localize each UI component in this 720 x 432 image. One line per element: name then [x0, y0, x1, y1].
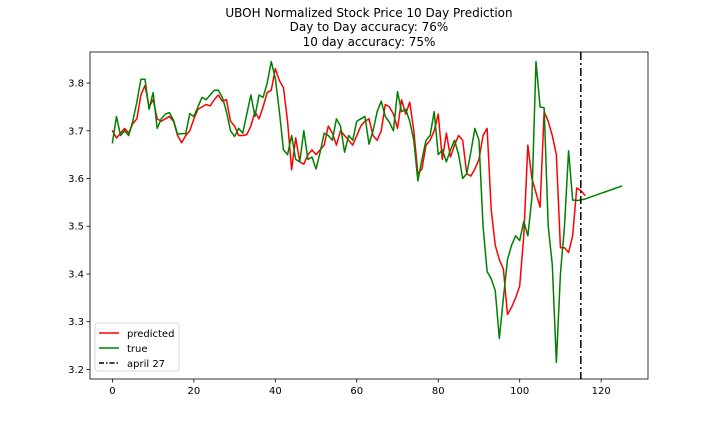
legend-label-april-27: april 27 — [127, 359, 165, 370]
chart-title-line-1: UBOH Normalized Stock Price 10 Day Predi… — [225, 6, 512, 20]
y-tick-label-2: 3.4 — [68, 269, 84, 280]
x-tick-label-40: 40 — [269, 386, 282, 397]
y-tick-label-3: 3.5 — [68, 222, 84, 233]
x-tick-label-100: 100 — [510, 386, 529, 397]
legend: predicted true april 27 — [94, 322, 180, 372]
series-line-predicted — [111, 67, 586, 316]
legend-box — [94, 322, 180, 372]
x-tick-label-120: 120 — [592, 386, 611, 397]
chart-title-line-2: Day to Day accuracy: 76% — [290, 20, 449, 34]
y-tick-label-4: 3.6 — [68, 174, 84, 185]
x-tick-label-80: 80 — [432, 386, 445, 397]
y-tick-label-5: 3.7 — [68, 126, 84, 137]
x-tick-label-0: 0 — [109, 386, 115, 397]
x-tick-label-60: 60 — [350, 386, 363, 397]
legend-label-predicted: predicted — [127, 329, 174, 340]
chart-title-line-3: 10 day accuracy: 75% — [303, 35, 436, 49]
series-layer — [111, 60, 623, 364]
axes-frame — [89, 51, 649, 380]
y-tick-label-0: 3.2 — [68, 365, 84, 376]
y-axis: 3.2 3.3 3.4 3.5 3.6 3.7 3.8 — [68, 79, 90, 376]
plot-area: 0 20 40 60 80 100 120 3.2 3.3 3.4 3.5 3.6 3.7 3.8 — [68, 51, 649, 397]
y-tick-label-6: 3.8 — [68, 79, 84, 90]
series-line-true — [111, 60, 623, 364]
x-axis: 0 20 40 60 80 100 120 — [109, 379, 611, 397]
x-tick-label-20: 20 — [187, 386, 200, 397]
legend-label-true: true — [127, 344, 148, 355]
y-tick-label-1: 3.3 — [68, 317, 84, 328]
